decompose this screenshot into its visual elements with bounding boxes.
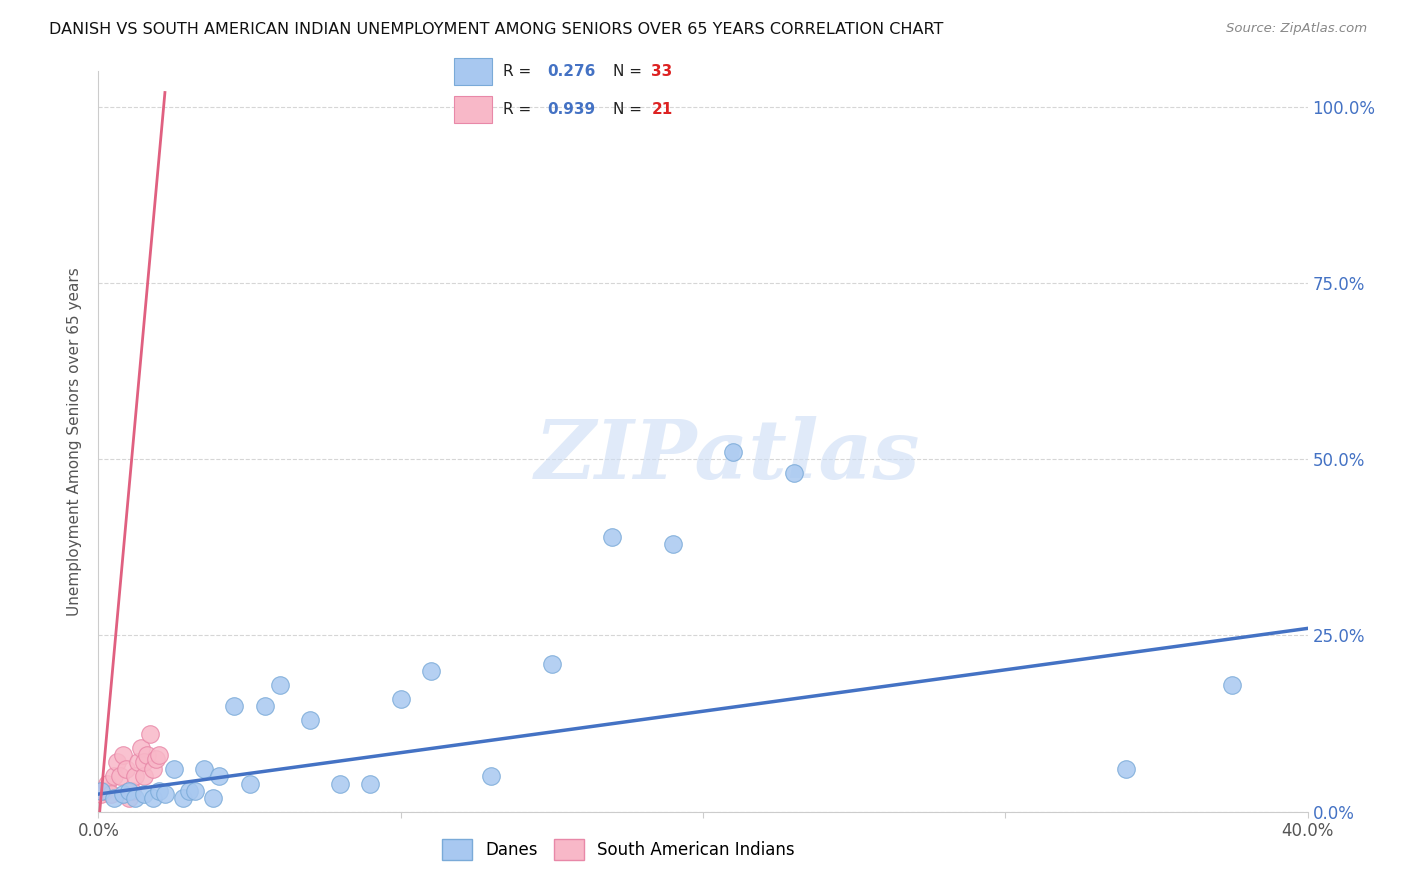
Point bbox=[121, 783, 143, 797]
Text: DANISH VS SOUTH AMERICAN INDIAN UNEMPLOYMENT AMONG SENIORS OVER 65 YEARS CORRELA: DANISH VS SOUTH AMERICAN INDIAN UNEMPLOY… bbox=[49, 22, 943, 37]
Point bbox=[208, 769, 231, 783]
Point bbox=[1115, 763, 1137, 777]
Point bbox=[100, 787, 122, 801]
Point bbox=[172, 790, 194, 805]
Point bbox=[481, 769, 503, 783]
Point bbox=[783, 467, 806, 481]
Point bbox=[108, 769, 131, 783]
Point bbox=[114, 763, 136, 777]
Text: R =: R = bbox=[503, 63, 536, 78]
Point bbox=[96, 776, 118, 790]
Point bbox=[540, 657, 562, 671]
Point bbox=[253, 698, 276, 713]
Point bbox=[103, 790, 125, 805]
Point bbox=[103, 769, 125, 783]
Y-axis label: Unemployment Among Seniors over 65 years: Unemployment Among Seniors over 65 years bbox=[67, 268, 83, 615]
Point bbox=[269, 678, 291, 692]
Point bbox=[127, 756, 149, 770]
Point bbox=[124, 769, 146, 783]
Text: 0.276: 0.276 bbox=[547, 63, 596, 78]
Point bbox=[360, 776, 382, 790]
Point bbox=[224, 698, 246, 713]
Text: 0.939: 0.939 bbox=[547, 103, 595, 117]
Point bbox=[111, 748, 134, 763]
Point bbox=[153, 787, 176, 801]
Point bbox=[111, 787, 134, 801]
Point bbox=[118, 790, 141, 805]
Point bbox=[90, 783, 112, 797]
Point bbox=[118, 783, 141, 797]
Point bbox=[142, 763, 165, 777]
FancyBboxPatch shape bbox=[454, 58, 492, 85]
Point bbox=[202, 790, 225, 805]
Point bbox=[129, 741, 152, 756]
Point bbox=[299, 713, 322, 727]
Text: N =: N = bbox=[613, 103, 647, 117]
Point bbox=[93, 783, 115, 797]
Point bbox=[329, 776, 352, 790]
Point bbox=[602, 530, 624, 544]
Point bbox=[184, 783, 207, 797]
Point bbox=[142, 790, 165, 805]
Text: 33: 33 bbox=[651, 63, 672, 78]
Point bbox=[132, 756, 155, 770]
Point bbox=[148, 783, 170, 797]
Point bbox=[193, 763, 215, 777]
Point bbox=[90, 787, 112, 801]
Text: Source: ZipAtlas.com: Source: ZipAtlas.com bbox=[1226, 22, 1367, 36]
Point bbox=[105, 756, 128, 770]
Point bbox=[139, 727, 162, 741]
Point bbox=[389, 692, 412, 706]
Point bbox=[145, 752, 167, 766]
Point bbox=[723, 445, 745, 459]
Text: ZIPatlas: ZIPatlas bbox=[534, 417, 920, 496]
Point bbox=[1220, 678, 1243, 692]
Point bbox=[163, 763, 186, 777]
Point bbox=[179, 783, 201, 797]
Point bbox=[420, 664, 443, 678]
Legend: Danes, South American Indians: Danes, South American Indians bbox=[434, 832, 801, 866]
Point bbox=[132, 769, 155, 783]
FancyBboxPatch shape bbox=[454, 96, 492, 123]
Point bbox=[148, 748, 170, 763]
Point bbox=[135, 748, 157, 763]
Point bbox=[661, 537, 683, 551]
Point bbox=[239, 776, 262, 790]
Point bbox=[124, 790, 146, 805]
Text: 21: 21 bbox=[651, 103, 672, 117]
Text: R =: R = bbox=[503, 103, 536, 117]
Point bbox=[132, 787, 155, 801]
Text: N =: N = bbox=[613, 63, 647, 78]
